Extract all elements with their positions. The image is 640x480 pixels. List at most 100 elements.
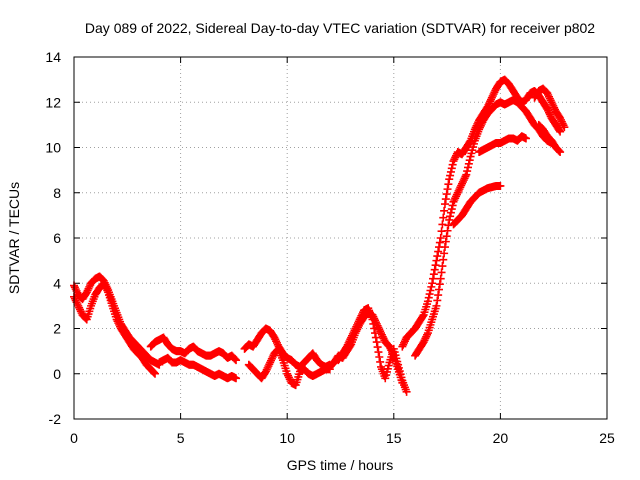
y-tick-label: 14 [45, 49, 61, 65]
series-arc-k [449, 181, 505, 229]
data-point [442, 190, 451, 199]
data-point [385, 342, 394, 351]
data-point [475, 125, 484, 134]
data-point [348, 329, 357, 338]
data-point [436, 274, 445, 283]
data-point [99, 279, 108, 288]
data-point [272, 338, 281, 347]
data-point [349, 328, 358, 337]
data-point [448, 201, 457, 210]
x-tick-label: 5 [177, 430, 185, 446]
data-point [351, 324, 360, 333]
data-point [447, 164, 456, 173]
data-point [458, 177, 467, 186]
data-point [232, 356, 241, 365]
data-point [400, 337, 409, 346]
data-point [378, 332, 387, 341]
data-point [371, 329, 380, 338]
data-point [446, 212, 455, 221]
data-point [545, 110, 554, 119]
data-point [112, 315, 121, 324]
data-point [445, 215, 454, 224]
grid-lines [74, 57, 607, 419]
data-point [458, 179, 467, 188]
data-point [546, 96, 555, 105]
data-point [151, 369, 160, 378]
data-point [544, 91, 553, 100]
data-point [545, 94, 554, 103]
data-point [556, 148, 565, 157]
data-point [429, 270, 438, 279]
data-point [75, 303, 84, 312]
data-point [113, 317, 122, 326]
data-point [545, 92, 554, 101]
data-point [556, 115, 565, 124]
data-point [450, 155, 459, 164]
data-point [450, 195, 459, 204]
data-point [71, 296, 80, 305]
data-point [357, 311, 366, 320]
data-point [400, 338, 409, 347]
data-point [426, 286, 435, 295]
data-point [70, 283, 79, 292]
data-point [443, 185, 452, 194]
data-point [264, 362, 273, 371]
data-point [356, 313, 365, 322]
data-point [451, 194, 460, 203]
data-point [84, 284, 93, 293]
data-point [76, 307, 85, 316]
data-point [556, 127, 565, 136]
data-point [432, 301, 441, 310]
data-point [452, 192, 461, 201]
data-point [270, 333, 279, 342]
data-point [114, 319, 123, 328]
data-point [434, 247, 443, 256]
data-point [418, 312, 427, 321]
data-point [369, 319, 378, 328]
data-point [342, 342, 351, 351]
data-point [271, 335, 280, 344]
data-point [376, 327, 385, 336]
data-point [489, 90, 498, 99]
data-point [263, 363, 272, 372]
data-point [439, 213, 448, 222]
data-point [102, 284, 111, 293]
data-point [457, 181, 466, 190]
data-point [402, 387, 411, 396]
data-point [74, 301, 83, 310]
data-point [427, 282, 436, 291]
y-tick-label: 12 [45, 94, 61, 110]
data-point [452, 190, 461, 199]
data-point [353, 319, 362, 328]
data-point [350, 326, 359, 335]
data-point [464, 159, 473, 168]
series-arc-l [475, 132, 530, 157]
series-arc-e [240, 324, 334, 371]
data-point [283, 369, 292, 378]
data-point [462, 170, 471, 179]
data-point [459, 176, 468, 185]
data-point [550, 103, 559, 112]
data-point [230, 354, 239, 363]
data-point [439, 255, 448, 264]
data-point [376, 357, 385, 366]
data-point [71, 285, 80, 294]
data-point [379, 334, 388, 343]
data-point [434, 285, 443, 294]
x-tick-label: 10 [279, 430, 295, 446]
data-point [374, 348, 383, 357]
data-point [521, 134, 530, 143]
data-point [70, 294, 79, 303]
data-point [343, 340, 352, 349]
data-point [100, 281, 109, 290]
data-point [268, 353, 277, 362]
data-point [437, 268, 446, 277]
data-point [354, 317, 363, 326]
data-point [103, 286, 112, 295]
y-tick-label: 4 [53, 275, 61, 291]
data-point [435, 280, 444, 289]
data-point [440, 249, 449, 258]
data-point [267, 354, 276, 363]
y-tick-label: 10 [45, 140, 61, 156]
data-point [463, 163, 472, 172]
